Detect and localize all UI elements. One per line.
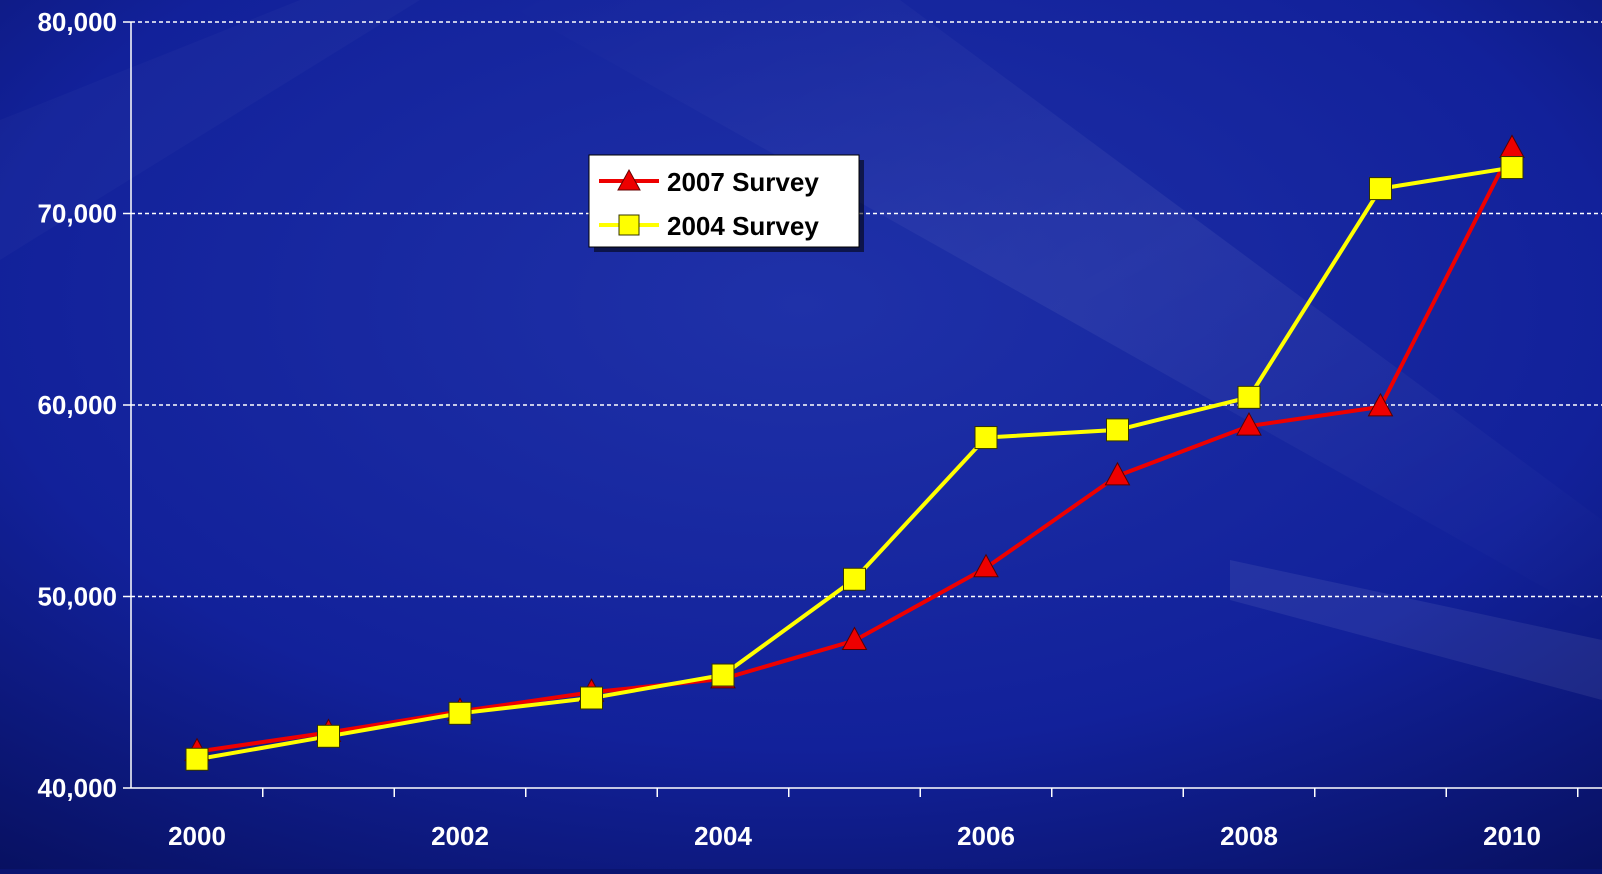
legend-entry-2007-survey: 2007 Survey: [599, 167, 819, 197]
y-tick-label: 50,000: [37, 582, 117, 612]
data-point-2004-survey: [1369, 177, 1392, 201]
y-tick-label: 70,000: [37, 199, 117, 229]
x-tick-label: 2000: [168, 821, 226, 851]
data-point-2004-survey: [1237, 385, 1261, 409]
data-point-2007-survey: [1104, 461, 1131, 486]
data-point-2004-survey: [1106, 418, 1129, 442]
data-point-2004-survey: [185, 747, 209, 771]
data-point-2004-survey: [974, 426, 998, 450]
x-tick-label: 2002: [431, 821, 489, 851]
background-streak: [1230, 560, 1602, 700]
data-point-2007-survey: [841, 626, 868, 651]
x-tick-label: 2008: [1220, 821, 1278, 851]
data-point-2004-survey: [1500, 156, 1524, 180]
data-point-2007-survey: [1367, 392, 1394, 417]
data-point-2007-survey: [1236, 412, 1262, 436]
data-point-2004-survey: [317, 724, 340, 748]
y-tick-label: 60,000: [37, 390, 117, 420]
square-marker-icon: [618, 214, 640, 236]
triangle-marker-icon: [617, 168, 641, 191]
data-point-2004-survey: [580, 686, 603, 710]
data-point-2004-survey: [843, 567, 866, 591]
x-tick-label: 2010: [1483, 821, 1541, 851]
y-tick-label: 40,000: [37, 773, 117, 803]
x-tick-label: 2004: [694, 821, 752, 851]
legend-label-2007-survey: 2007 Survey: [667, 167, 819, 197]
y-tick-label: 80,000: [37, 7, 117, 37]
legend: 2007 Survey 2004 Survey: [588, 154, 864, 252]
data-point-2004-survey: [711, 663, 735, 687]
legend-entry-2004-survey: 2004 Survey: [599, 211, 819, 241]
series-group: [184, 134, 1525, 771]
legend-label-2004-survey: 2004 Survey: [667, 211, 819, 241]
axes: 40,000 50,000 60,000 70,000 80,000 2000 2002 20…: [37, 7, 1602, 851]
data-point-2007-survey: [973, 553, 999, 578]
gridlines: [131, 21, 1602, 598]
legend-box: [588, 154, 860, 248]
data-point-2004-survey: [448, 701, 472, 725]
x-tick-label: 2006: [957, 821, 1015, 851]
